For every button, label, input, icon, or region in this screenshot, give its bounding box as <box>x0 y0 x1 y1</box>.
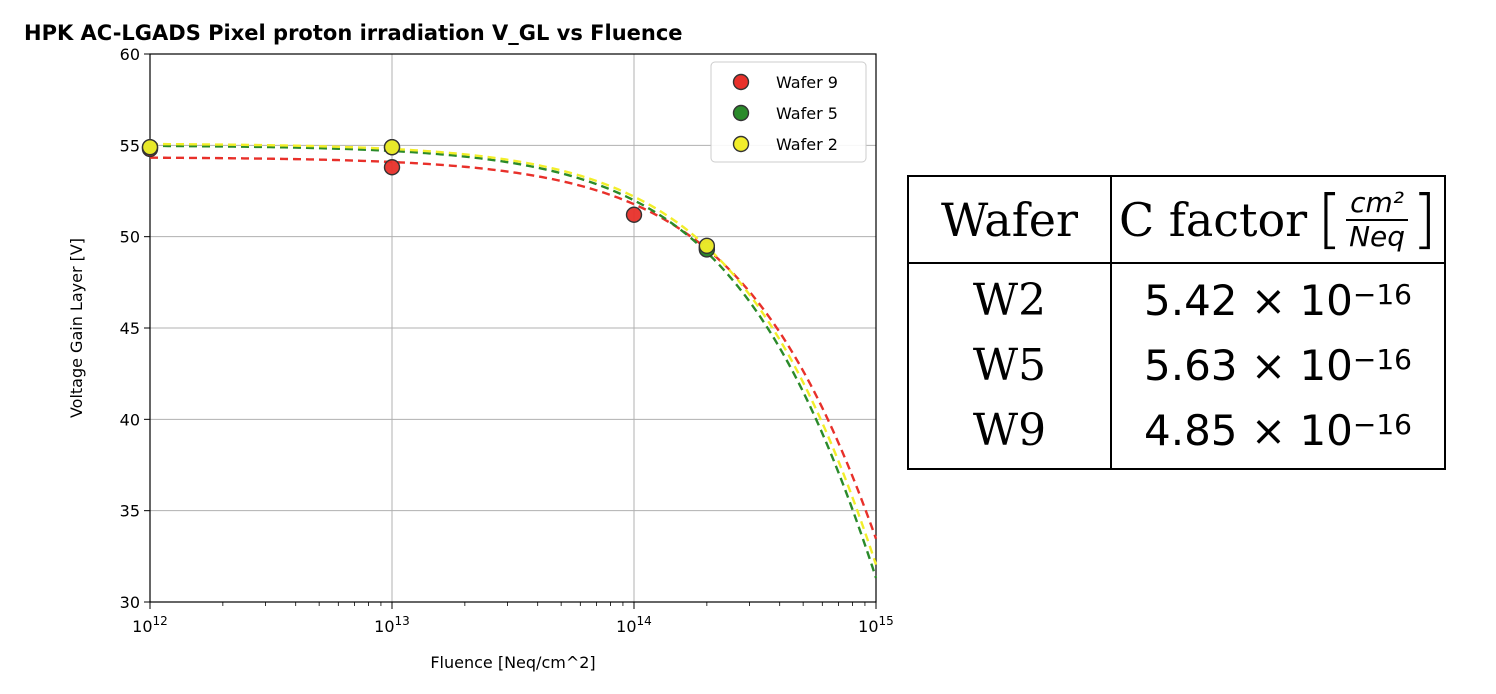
y-tick-label: 45 <box>120 319 140 338</box>
table-header-divider <box>909 262 1444 264</box>
unit-bracket-left: [ <box>1317 182 1343 257</box>
fit-curve-wafer-9 <box>149 156 878 540</box>
cfactor-label: C factor <box>1118 192 1308 247</box>
data-point-wafer-9 <box>625 206 643 223</box>
legend-label: Wafer 9 <box>776 73 838 92</box>
legend-marker <box>732 104 750 122</box>
y-tick-label: 30 <box>120 593 140 612</box>
unit-bracket-right: ] <box>1412 182 1438 257</box>
legend-label: Wafer 5 <box>776 104 838 123</box>
data-point-wafer-2 <box>383 138 401 156</box>
table-header-cfactor: C factor [ cm² Neq ] <box>1112 177 1444 262</box>
data-point-wafer-2 <box>141 138 159 156</box>
x-tick-label: 1013 <box>374 614 410 636</box>
x-tick-label: 1015 <box>858 614 894 636</box>
legend-marker <box>732 73 750 91</box>
row-cfactor: 5.63 × 10 −16 <box>1144 340 1412 390</box>
x-tick-label: 1014 <box>616 614 652 636</box>
row-wafer: W5 <box>972 339 1047 391</box>
table-column-divider <box>1110 177 1112 468</box>
y-tick-label: 55 <box>120 136 140 155</box>
y-tick-label: 50 <box>120 228 140 247</box>
row-cfactor: 5.42 × 10 −16 <box>1144 275 1412 325</box>
table-row: W9 4.85 × 10 −16 <box>909 399 1444 461</box>
table-row: W5 5.63 × 10 −16 <box>909 334 1444 396</box>
legend-label: Wafer 2 <box>776 135 838 154</box>
chart: HPK AC-LGADS Pixel proton irradiation V_… <box>24 21 894 672</box>
y-tick-label: 35 <box>120 502 140 521</box>
table-header-wafer: Wafer <box>941 192 1078 247</box>
unit-numerator: cm² <box>1346 188 1409 221</box>
data-point-wafer-2 <box>698 237 716 255</box>
row-wafer: W9 <box>972 404 1047 456</box>
chart-title: HPK AC-LGADS Pixel proton irradiation V_… <box>24 21 683 45</box>
unit-denominator: Neq <box>1349 219 1406 253</box>
x-axis-label: Fluence [Neq/cm^2] <box>430 653 595 672</box>
fit-curve-wafer-2 <box>149 142 878 566</box>
x-tick-label: 1012 <box>132 614 168 636</box>
c-factor-table: Wafer C factor [ cm² Neq ] W2 5.42 × 10−… <box>907 175 1446 470</box>
table-row: W2 5.42 × 10 −16 <box>909 269 1444 331</box>
y-tick-label: 40 <box>120 410 140 429</box>
legend-box <box>710 61 867 163</box>
row-wafer: W2 <box>972 274 1047 326</box>
fit-curve-wafer-5 <box>149 144 878 579</box>
row-cfactor: 4.85 × 10 −16 <box>1144 405 1412 455</box>
data-point-wafer-9 <box>383 159 401 176</box>
legend-marker <box>732 135 750 153</box>
y-axis-label: Voltage Gain Layer [V] <box>67 238 86 418</box>
y-tick-label: 60 <box>120 45 140 64</box>
unit-fraction: cm² Neq <box>1346 188 1409 253</box>
